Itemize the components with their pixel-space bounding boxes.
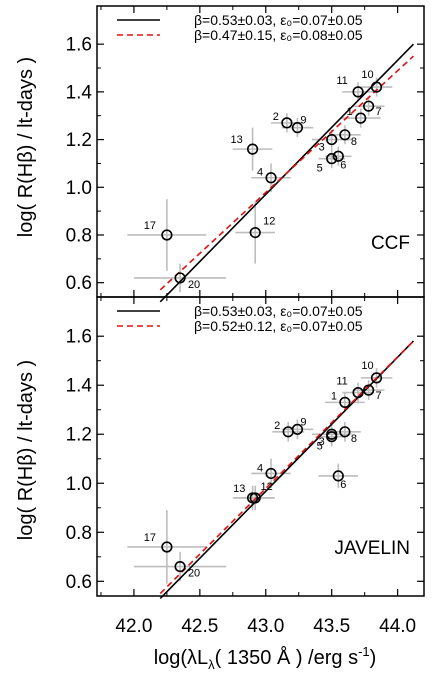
x-axis-label-base: log(λL: [154, 647, 208, 669]
data-point: [352, 386, 364, 399]
data-point: [332, 150, 344, 162]
point-label: 1: [347, 106, 353, 118]
legend-text: β=0.53±0.03, ε₀=0.07±0.05: [194, 303, 363, 319]
panel-tag: JAVELIN: [334, 538, 410, 559]
point-label: 3: [319, 142, 325, 154]
y-tick-label: 0.8: [66, 523, 92, 544]
point-label: 2: [274, 420, 280, 432]
point-label: 17: [144, 532, 156, 544]
panel-tag: CCF: [371, 233, 410, 254]
point-label: 10: [361, 69, 373, 81]
y-tick-label: 0.8: [66, 225, 92, 246]
point-label: 9: [300, 416, 306, 428]
x-axis-label-superscript: -1: [358, 644, 370, 659]
data-point: [246, 143, 259, 155]
x-axis-label-subscript: λ: [208, 657, 215, 672]
point-label: 4: [257, 462, 263, 474]
data-point: [326, 133, 338, 146]
y-axis-label-bottom: log( R(Hβ) / lt-days ): [15, 360, 37, 540]
point-label: 20: [188, 279, 200, 291]
point-label: 11: [336, 75, 347, 87]
data-point: [291, 122, 304, 134]
y-tick-label: 1.6: [66, 327, 92, 348]
data-point: [161, 229, 173, 241]
point-label: 5: [317, 163, 323, 175]
point-label: 20: [188, 568, 200, 580]
point-label: 13: [233, 483, 245, 495]
data-point: [339, 129, 351, 141]
point-label: 17: [144, 220, 156, 232]
y-tick-label: 1.2: [66, 130, 92, 151]
point-label: 1: [331, 390, 337, 402]
y-tick-label: 0.6: [66, 273, 92, 294]
data-point: [174, 560, 186, 573]
point-label: 13: [230, 134, 242, 146]
y-tick-label: 0.6: [66, 572, 92, 593]
x-tick-label: 44.0: [379, 616, 416, 637]
x-tick-label: 43.5: [313, 616, 350, 637]
data-point: [363, 100, 375, 112]
point-label: 6: [340, 159, 346, 171]
point-label: 10: [361, 360, 373, 372]
data-point: [339, 426, 351, 438]
data-point: [352, 86, 364, 98]
fit-line-solid: [159, 340, 415, 600]
point-label: 7: [376, 390, 382, 402]
x-axis-label: log(λLλ( 1350 Å ) /erg s-1): [154, 644, 377, 672]
data-point: [265, 467, 277, 480]
x-tick-label: 42.0: [115, 616, 152, 637]
y-tick-label: 1.0: [66, 178, 92, 199]
data-point: [370, 81, 383, 93]
data-point: [339, 396, 351, 408]
point-label: 8: [351, 136, 357, 148]
y-axis-label-top: log( R(Hβ) / lt-days ): [15, 57, 37, 237]
point-label: 8: [351, 433, 357, 445]
y-tick-label: 1.0: [66, 474, 92, 495]
legend-text: β=0.47±0.15, ε₀=0.08±0.05: [194, 27, 363, 43]
data-point: [326, 153, 338, 165]
data-point: [355, 112, 367, 124]
point-label: 6: [340, 479, 346, 491]
fit-line-dashed: [159, 55, 414, 291]
x-axis-label-close: ): [370, 647, 377, 669]
data-point: [363, 384, 375, 396]
point-label: 5: [317, 441, 323, 453]
y-tick-label: 1.4: [66, 82, 93, 103]
plot-frame: [96, 296, 425, 597]
point-label: 9: [300, 115, 306, 127]
data-point: [281, 117, 293, 129]
point-label: 4: [257, 167, 263, 179]
legend-text: β=0.52±0.12, ε₀=0.07±0.05: [194, 318, 363, 334]
y-tick-label: 1.2: [66, 425, 92, 446]
data-point: [326, 431, 338, 443]
x-tick-label: 42.5: [181, 616, 218, 637]
data-point: [370, 372, 383, 384]
point-label: 11: [336, 376, 347, 388]
legend-text: β=0.53±0.03, ε₀=0.07±0.05: [194, 12, 363, 28]
data-point: [249, 492, 261, 504]
point-label: 12: [263, 216, 275, 228]
y-tick-label: 1.6: [66, 35, 92, 56]
panel-javelin: 0.60.81.01.21.41.642.0 42.5 43.0 43.5 44.012…: [66, 296, 425, 637]
point-label: 7: [376, 106, 382, 118]
point-label: 2: [273, 111, 279, 123]
data-point: [291, 423, 304, 435]
x-axis-label-main: ( 1350 Å ) /erg s: [215, 646, 358, 669]
y-tick-label: 1.4: [66, 376, 93, 397]
point-label: 12: [260, 481, 272, 493]
data-point: [174, 272, 186, 284]
data-point: [332, 470, 344, 482]
data-point: [249, 226, 261, 239]
data-point: [161, 541, 173, 553]
point-label: 3: [319, 436, 325, 448]
x-tick-label: 43.0: [247, 616, 284, 637]
data-point: [265, 172, 277, 184]
